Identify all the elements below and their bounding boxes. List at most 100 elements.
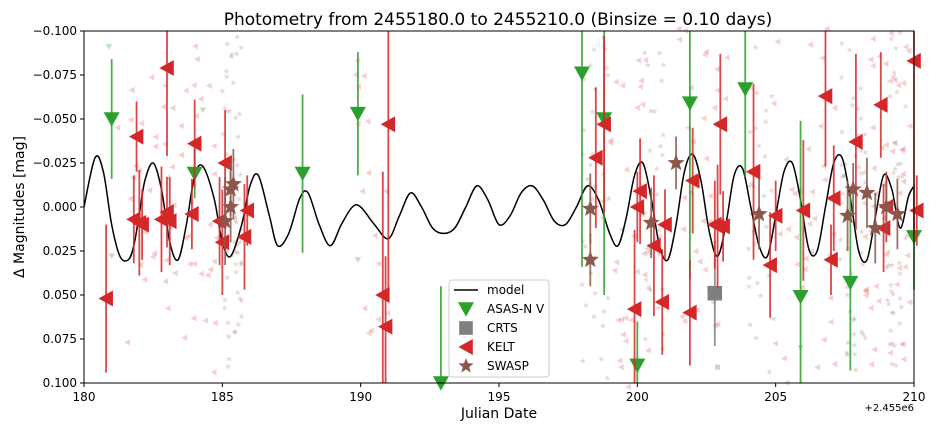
background-point <box>618 316 625 323</box>
background-point <box>236 295 243 302</box>
data-point <box>574 66 590 81</box>
background-point <box>861 199 868 207</box>
data-point <box>294 166 311 182</box>
background-point <box>860 331 867 338</box>
background-point <box>817 122 824 130</box>
data-point <box>103 112 120 127</box>
background-point <box>827 318 834 326</box>
background-point <box>838 200 845 207</box>
background-point <box>238 44 245 51</box>
background-point <box>382 187 389 195</box>
background-point <box>233 50 240 57</box>
background-point <box>108 253 115 260</box>
background-point <box>891 139 898 146</box>
background-point <box>178 151 184 159</box>
background-point <box>198 270 204 277</box>
background-point <box>161 140 168 148</box>
background-point <box>782 156 789 163</box>
legend-swatch <box>458 302 474 317</box>
background-point <box>236 110 243 117</box>
background-point <box>851 350 858 357</box>
background-point <box>206 82 212 90</box>
background-point <box>641 209 648 216</box>
background-point <box>700 217 707 225</box>
background-point <box>766 368 773 375</box>
background-point <box>892 45 899 51</box>
background-point <box>862 287 869 294</box>
chart-title: Photometry from 2455180.0 to 2455210.0 (… <box>224 10 773 30</box>
background-point <box>645 284 652 292</box>
data-point <box>217 155 232 171</box>
background-point <box>635 57 642 64</box>
background-point <box>770 315 777 322</box>
background-point <box>232 249 239 255</box>
data-point <box>681 96 698 111</box>
data-point <box>762 257 777 274</box>
background-point <box>692 248 699 255</box>
background-point <box>819 54 826 62</box>
background-point <box>748 180 756 187</box>
background-point <box>228 51 235 58</box>
background-point <box>844 291 851 298</box>
data-point <box>629 199 645 215</box>
background-point <box>902 43 909 51</box>
background-point <box>839 190 846 197</box>
background-point <box>219 87 226 94</box>
background-point <box>225 363 232 370</box>
background-point <box>127 116 134 123</box>
background-point <box>659 151 666 158</box>
background-point <box>204 271 211 279</box>
background-point <box>838 161 845 168</box>
background-point <box>603 64 610 71</box>
background-point <box>604 374 611 381</box>
background-point <box>652 235 659 242</box>
background-point <box>889 73 896 81</box>
background-point <box>599 214 606 221</box>
background-point <box>857 115 864 122</box>
background-point <box>753 89 761 96</box>
data-point <box>159 59 174 76</box>
background-point <box>693 306 700 314</box>
background-point <box>901 263 908 271</box>
background-point <box>869 124 876 132</box>
legend-box <box>448 279 550 378</box>
background-point <box>611 267 618 274</box>
background-point <box>890 169 897 176</box>
background-point <box>207 266 214 273</box>
background-point <box>616 357 623 364</box>
x-tick-label: 210 <box>903 390 926 404</box>
x-tick-label: 185 <box>211 390 234 404</box>
data-point <box>888 205 906 222</box>
background-point <box>845 339 852 346</box>
background-point <box>798 284 805 291</box>
data-point <box>715 218 730 235</box>
background-point <box>715 364 721 370</box>
background-point <box>831 360 838 368</box>
background-point <box>613 259 620 266</box>
background-point <box>820 336 827 343</box>
background-point <box>703 48 709 56</box>
background-point <box>234 33 241 40</box>
data-point <box>134 216 149 233</box>
data-point <box>629 358 646 373</box>
background-point <box>898 303 905 310</box>
background-point <box>375 316 382 323</box>
background-point <box>602 46 609 52</box>
background-point <box>827 294 834 302</box>
y-tick-label: −0.100 <box>33 24 77 38</box>
background-point <box>747 128 754 135</box>
background-point <box>707 192 713 200</box>
background-point <box>634 104 640 111</box>
background-point <box>841 171 848 178</box>
background-point <box>197 95 204 103</box>
background-point <box>854 105 861 112</box>
background-point <box>186 260 193 268</box>
background-point <box>888 262 895 268</box>
background-point <box>897 160 904 167</box>
x-axis-label: Julian Date <box>460 406 537 422</box>
background-point <box>238 313 245 320</box>
background-point <box>613 78 619 85</box>
background-point <box>861 179 868 186</box>
x-tick-label: 190 <box>349 390 372 404</box>
background-point <box>658 77 665 84</box>
